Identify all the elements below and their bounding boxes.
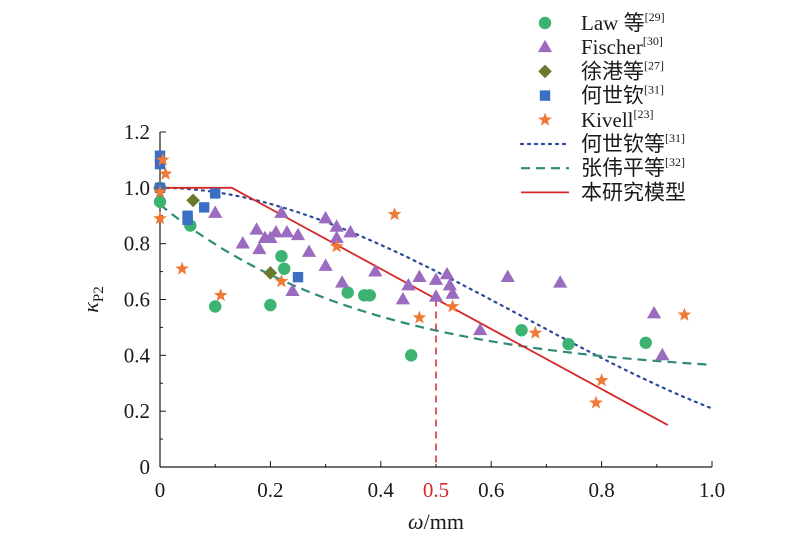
reference-line-label: 0.5 (423, 478, 449, 502)
data-point-triangle (553, 275, 568, 288)
data-point-circle (209, 300, 222, 313)
data-point-triangle (279, 225, 295, 238)
data-point-circle (153, 195, 167, 208)
data-point-star (213, 288, 228, 302)
data-point-triangle (252, 241, 267, 255)
data-point-triangle (442, 278, 457, 291)
data-point-triangle (428, 272, 444, 285)
legend: Law 等[29]Fischer[30]徐港等[27]何世钦[31]Kivell… (519, 10, 686, 204)
legend-swatch-circle (538, 16, 552, 30)
data-point-square (182, 214, 193, 226)
y-tick-label: 0.8 (124, 232, 150, 256)
data-point-star (412, 310, 427, 324)
data-point-triangle (318, 211, 333, 224)
x-tick-label: 0.6 (478, 478, 504, 502)
data-point-circle (562, 337, 575, 351)
data-point-triangle (401, 278, 416, 291)
legend-label: Kivell[23] (581, 107, 654, 132)
legend-swatch-star (538, 112, 552, 126)
data-point-triangle (439, 266, 455, 280)
x-tick-label: 0.2 (257, 478, 283, 502)
data-point-triangle (368, 264, 383, 277)
data-point-diamond (263, 266, 278, 280)
data-point-circle (515, 324, 528, 337)
data-point-star (528, 325, 543, 339)
data-point-star (589, 395, 603, 409)
data-point-star (175, 261, 189, 275)
data-point-square (154, 150, 166, 161)
data-point-star (158, 166, 173, 180)
legend-swatch-diamond (538, 64, 552, 79)
data-point-triangle (646, 305, 662, 319)
data-point-circle (404, 349, 418, 362)
legend-swatch-triangle (537, 39, 553, 53)
data-point-triangle (290, 227, 306, 241)
legend-label: Fischer[30] (581, 34, 663, 59)
y-tick-label: 1.0 (124, 176, 150, 200)
data-point-circle (264, 298, 277, 312)
x-axis-title: ω/mm (408, 509, 464, 534)
data-point-triangle (329, 230, 344, 243)
data-point-triangle (428, 289, 444, 302)
data-point-star (387, 207, 402, 221)
data-point-triangle (655, 347, 670, 361)
data-point-circle (278, 262, 291, 275)
legend-label: 何世钦等[31] (581, 131, 685, 156)
legend-label: Law 等[29] (581, 10, 665, 35)
axes: 0 0.2 0.4 0.6 0.8 1.0 0 0.2 0.4 0.6 0.8 1.0 1.2 ω/mm κ… (78, 120, 725, 534)
data-point-triangle (500, 269, 515, 283)
x-tick-label: 1.0 (699, 478, 725, 502)
data-point-triangle (395, 292, 411, 305)
data-point-circle (363, 289, 376, 302)
data-point-triangle (208, 205, 223, 218)
data-point-triangle (274, 205, 289, 218)
x-tick-label: 0 (155, 478, 166, 502)
x-tick-label: 0.4 (368, 478, 395, 502)
x-tick-label: 0.8 (588, 478, 614, 502)
data-point-star (153, 211, 167, 225)
data-point-square (292, 271, 304, 283)
y-tick-label: 0.2 (124, 399, 150, 423)
data-point-triangle (343, 225, 358, 238)
data-point-star (677, 307, 692, 321)
data-point-triangle (235, 236, 250, 249)
data-point-square (210, 188, 221, 199)
data-point-circle (341, 286, 354, 299)
y-axis-title: κP2 (78, 286, 107, 312)
data-point-star (274, 274, 289, 288)
y-tick-label: 1.2 (124, 120, 150, 144)
data-point-circle (275, 250, 288, 263)
legend-label: 张伟平等[32] (581, 155, 685, 180)
data-point-triangle (329, 219, 344, 232)
data-point-triangle (268, 225, 284, 238)
data-point-diamond (186, 193, 200, 208)
legend-label: 徐港等[27] (581, 58, 664, 83)
data-point-square (198, 202, 210, 213)
legend-label: 何世钦[31] (581, 83, 664, 108)
data-point-star (594, 373, 609, 387)
marker-layer (153, 150, 692, 409)
data-point-triangle (335, 275, 350, 288)
y-tick-label: 0 (140, 455, 151, 479)
data-point-triangle (285, 283, 300, 296)
data-point-triangle (445, 286, 460, 299)
y-tick-label: 0.4 (124, 343, 151, 367)
legend-label: 本研究模型 (581, 180, 686, 204)
data-point-triangle (318, 258, 333, 271)
data-point-triangle (412, 269, 427, 283)
data-point-star (153, 184, 167, 198)
reference-line-layer: 0.5 (423, 299, 449, 502)
data-point-triangle (249, 222, 264, 235)
data-point-circle (639, 336, 652, 349)
data-point-triangle (473, 322, 488, 336)
data-point-star (155, 152, 170, 166)
data-point-star (329, 239, 344, 253)
data-point-triangle (301, 244, 317, 257)
data-point-star (445, 299, 460, 313)
legend-swatch-square (539, 90, 551, 101)
series-curve-solid (160, 186, 669, 426)
y-tick-label: 0.6 (124, 288, 150, 312)
